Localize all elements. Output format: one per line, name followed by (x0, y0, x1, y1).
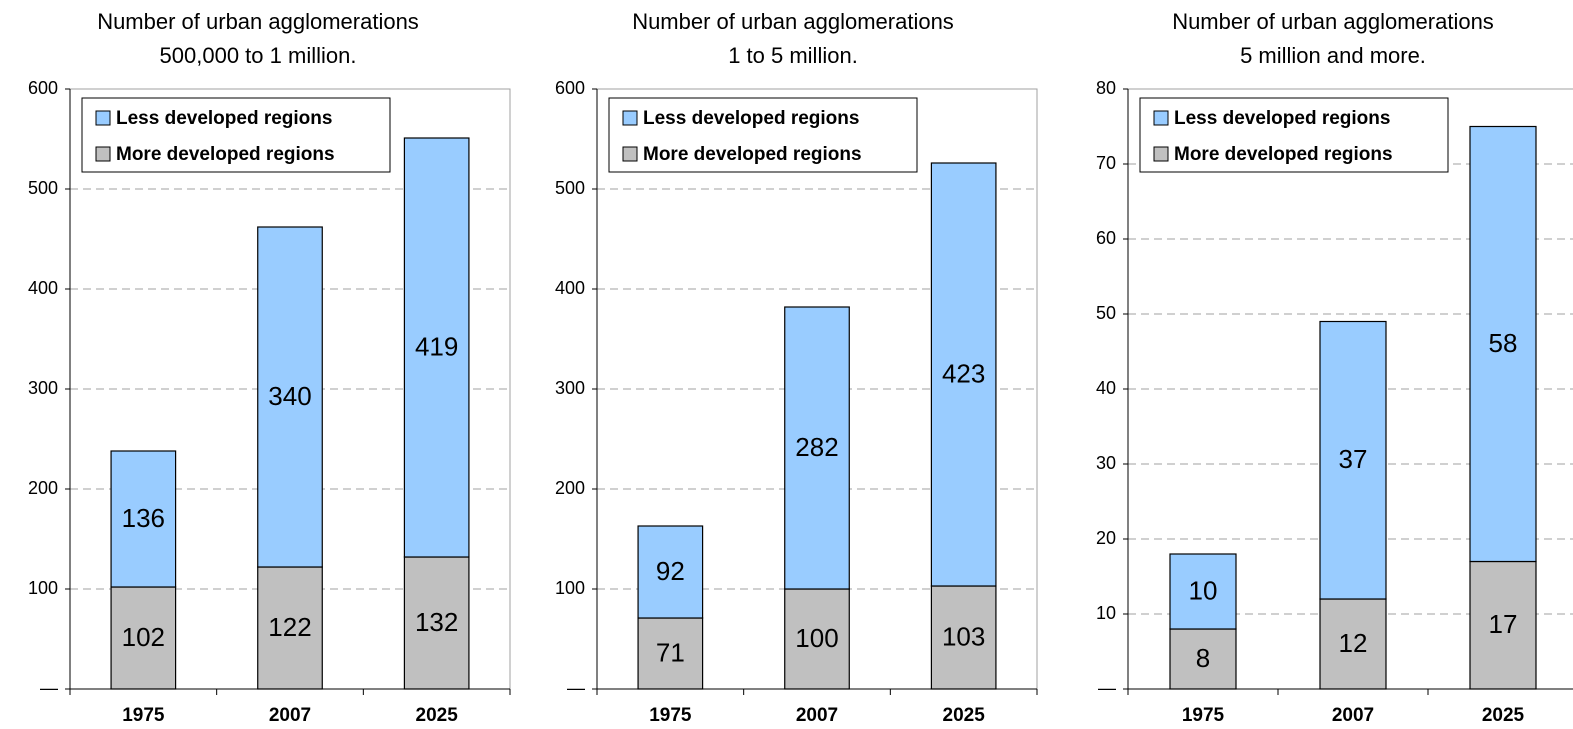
y-tick-label: 200 (555, 478, 585, 498)
data-label: 132 (415, 607, 458, 637)
bar-segment (930, 162, 997, 587)
data-label: 71 (656, 637, 685, 667)
data-label: 103 (942, 621, 985, 651)
bar-segment (637, 525, 704, 619)
y-tick-label: 200 (28, 478, 58, 498)
data-label: 58 (1489, 328, 1518, 358)
data-label: 340 (268, 381, 311, 411)
legend-label: Less developed regions (1174, 108, 1390, 129)
x-tick-label: 1975 (122, 705, 165, 726)
bar-segment (930, 585, 997, 690)
chart-title: 1 to 5 million. (728, 43, 858, 68)
chart: Number of urban agglomerations 500,000 to… (28, 9, 511, 726)
legend-swatch (622, 110, 638, 126)
legend-box (608, 97, 918, 173)
data-label: 8 (1196, 643, 1210, 673)
data-label: 12 (1339, 628, 1368, 658)
x-tick-label: 1975 (1182, 705, 1225, 726)
x-tick-label: 2025 (1482, 705, 1525, 726)
x-tick-label: 2007 (796, 705, 838, 726)
bar-segment (1469, 125, 1537, 563)
data-label: 92 (656, 556, 685, 586)
bar-segment (1319, 320, 1387, 600)
legend-swatch (1153, 110, 1169, 126)
bar-segment (1169, 553, 1237, 630)
bar-segment (784, 306, 850, 590)
y-tick-label: 300 (28, 378, 58, 398)
x-tick-label: 2025 (416, 705, 459, 726)
y-tick-label: 70 (1096, 153, 1116, 173)
chart-title: 5 million and more. (1240, 43, 1426, 68)
x-tick-label: 2007 (269, 705, 311, 726)
y-tick-label: 50 (1096, 303, 1116, 323)
y-tick-label: 60 (1096, 228, 1116, 248)
bar-segment (110, 450, 177, 588)
x-tick-label: 2007 (1332, 705, 1374, 726)
data-label: 282 (795, 432, 838, 462)
data-label: 136 (122, 503, 165, 533)
bar-segment (257, 226, 323, 568)
legend-box (81, 97, 391, 173)
bar-segment (784, 588, 850, 690)
data-label: 102 (122, 622, 165, 652)
chart: Number of urban agglomerations 1 to 5 mil… (555, 9, 1038, 726)
data-label: 37 (1339, 444, 1368, 474)
legend-label: More developed regions (643, 144, 862, 165)
chart-title: Number of urban agglomerations (1172, 9, 1494, 34)
y-tick-label: 500 (555, 178, 585, 198)
y-tick-label: 20 (1096, 528, 1116, 548)
legend-swatch (95, 110, 111, 126)
bar-segment (1469, 560, 1537, 690)
chart: Number of urban agglomerations 5 million … (1096, 9, 1573, 726)
data-label: 419 (415, 331, 458, 361)
legend-label: More developed regions (116, 144, 335, 165)
legend-swatch (1153, 146, 1169, 162)
legend-box (1139, 97, 1449, 173)
data-label: 423 (942, 358, 985, 388)
y-tick-label: 500 (28, 178, 58, 198)
legend-swatch (622, 146, 638, 162)
y-tick-label: 100 (28, 578, 58, 598)
y-tick-label: — (40, 678, 58, 698)
bar-segment (403, 556, 470, 690)
y-tick-label: 300 (555, 378, 585, 398)
y-tick-label: 100 (555, 578, 585, 598)
bar-segment (403, 137, 470, 558)
legend-label: Less developed regions (643, 108, 859, 129)
data-label: 10 (1189, 575, 1218, 605)
chart-title: Number of urban agglomerations (97, 9, 419, 34)
x-tick-label: 1975 (649, 705, 692, 726)
data-label: 17 (1489, 609, 1518, 639)
legend-label: Less developed regions (116, 108, 332, 129)
chart-title: 500,000 to 1 million. (160, 43, 357, 68)
chart-title: Number of urban agglomerations (632, 9, 954, 34)
y-tick-label: — (1098, 678, 1116, 698)
legend-swatch (95, 146, 111, 162)
y-tick-label: 80 (1096, 78, 1116, 98)
y-tick-label: 400 (28, 278, 58, 298)
y-tick-label: 40 (1096, 378, 1116, 398)
y-tick-label: 10 (1096, 603, 1116, 623)
y-tick-label: 600 (555, 78, 585, 98)
y-tick-label: 600 (28, 78, 58, 98)
x-tick-label: 2025 (943, 705, 986, 726)
data-label: 100 (795, 623, 838, 653)
data-label: 122 (268, 612, 311, 642)
y-tick-label: 400 (555, 278, 585, 298)
y-tick-label: 30 (1096, 453, 1116, 473)
bar-segment (1319, 598, 1387, 690)
legend-label: More developed regions (1174, 144, 1393, 165)
y-tick-label: — (567, 678, 585, 698)
